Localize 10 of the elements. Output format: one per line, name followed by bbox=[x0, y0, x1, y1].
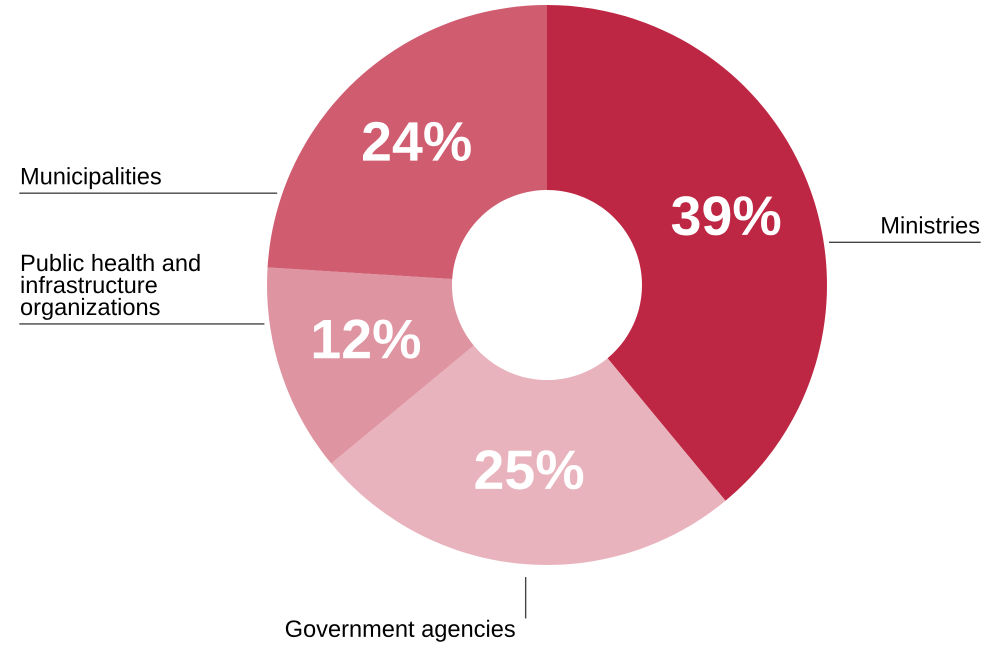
data-label: 25% bbox=[475, 450, 584, 490]
slice-label: Municipalities bbox=[22, 167, 161, 190]
donut-slice bbox=[267, 267, 474, 464]
data-label: 39% bbox=[672, 196, 780, 236]
data-label: 12% bbox=[314, 319, 420, 359]
slice-label: Ministries bbox=[882, 216, 980, 234]
data-label: 24% bbox=[362, 122, 471, 162]
slice-label: Public health and infrastructure organizations bbox=[20, 254, 200, 320]
donut-slice bbox=[268, 5, 547, 280]
slice-label: Government agencies bbox=[286, 620, 515, 642]
